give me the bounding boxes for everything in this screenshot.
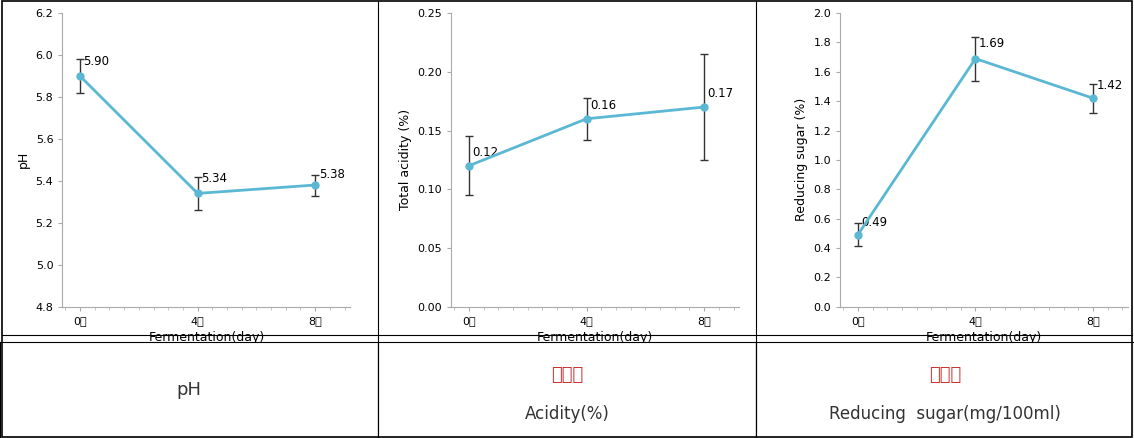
Text: 1.42: 1.42: [1097, 79, 1123, 92]
X-axis label: Fermentation(day): Fermentation(day): [538, 331, 653, 344]
Text: 환원당: 환원당: [929, 366, 962, 385]
X-axis label: Fermentation(day): Fermentation(day): [926, 331, 1042, 344]
Text: Acidity(%): Acidity(%): [525, 405, 609, 423]
X-axis label: Fermentation(day): Fermentation(day): [149, 331, 264, 344]
Y-axis label: pH: pH: [17, 151, 29, 169]
Text: 1.69: 1.69: [979, 37, 1005, 50]
Text: Reducing  sugar(mg/100ml): Reducing sugar(mg/100ml): [829, 405, 1061, 423]
Text: 0.17: 0.17: [708, 87, 734, 100]
Y-axis label: Reducing sugar (%): Reducing sugar (%): [795, 98, 807, 222]
Text: 5.90: 5.90: [84, 55, 110, 67]
Y-axis label: Total acidity (%): Total acidity (%): [399, 110, 412, 210]
Text: 0.16: 0.16: [590, 99, 616, 112]
Text: 0.12: 0.12: [473, 146, 499, 159]
Text: 5.38: 5.38: [319, 168, 345, 181]
Text: 0.49: 0.49: [862, 216, 888, 229]
Text: 썭산도: 썭산도: [551, 366, 583, 385]
Text: 5.34: 5.34: [201, 172, 227, 185]
Text: pH: pH: [177, 381, 202, 399]
